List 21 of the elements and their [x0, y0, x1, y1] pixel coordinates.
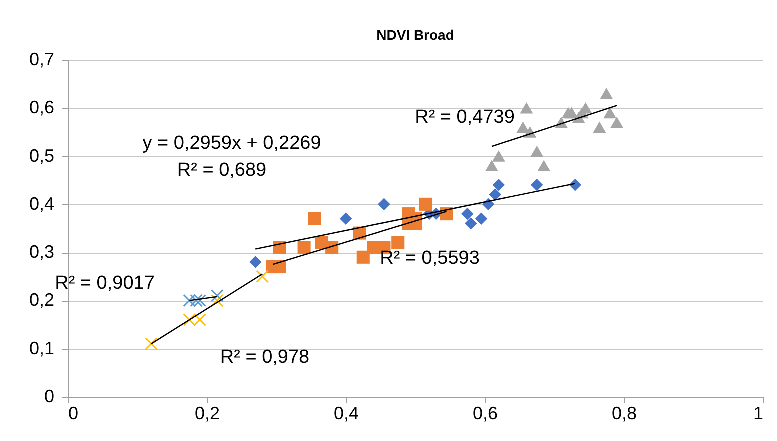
y-tick-label: 0,5: [29, 146, 54, 166]
y-tick-label: 0,4: [29, 194, 54, 214]
y-tick-label: 0,7: [29, 50, 54, 70]
annotation: R² = 0,4739: [415, 107, 515, 128]
x-tick-label: 0,4: [334, 404, 360, 424]
chart-title: NDVI Broad: [376, 27, 454, 43]
annotation: R² = 0,9017: [55, 273, 155, 294]
annotation: y = 0,2959x + 0,2269: [142, 133, 322, 154]
annotation: R² = 0,5593: [380, 248, 480, 269]
annotation: R² = 0,978: [220, 347, 310, 368]
x-tick-label: 0,2: [194, 404, 220, 424]
y-tick-label: 0,1: [29, 338, 54, 358]
x-tick-label: 0: [68, 404, 79, 424]
x-tick-label: 0,8: [612, 404, 638, 424]
y-tick-label: 0,6: [29, 98, 54, 118]
annotation: R² = 0,689: [177, 160, 267, 181]
x-tick-label: 1: [753, 404, 764, 424]
y-tick-label: 0,3: [29, 242, 54, 262]
x-tick-label: 0,6: [472, 404, 498, 424]
y-tick-label: 0,2: [29, 290, 54, 310]
y-tick-label: 0: [44, 386, 54, 406]
